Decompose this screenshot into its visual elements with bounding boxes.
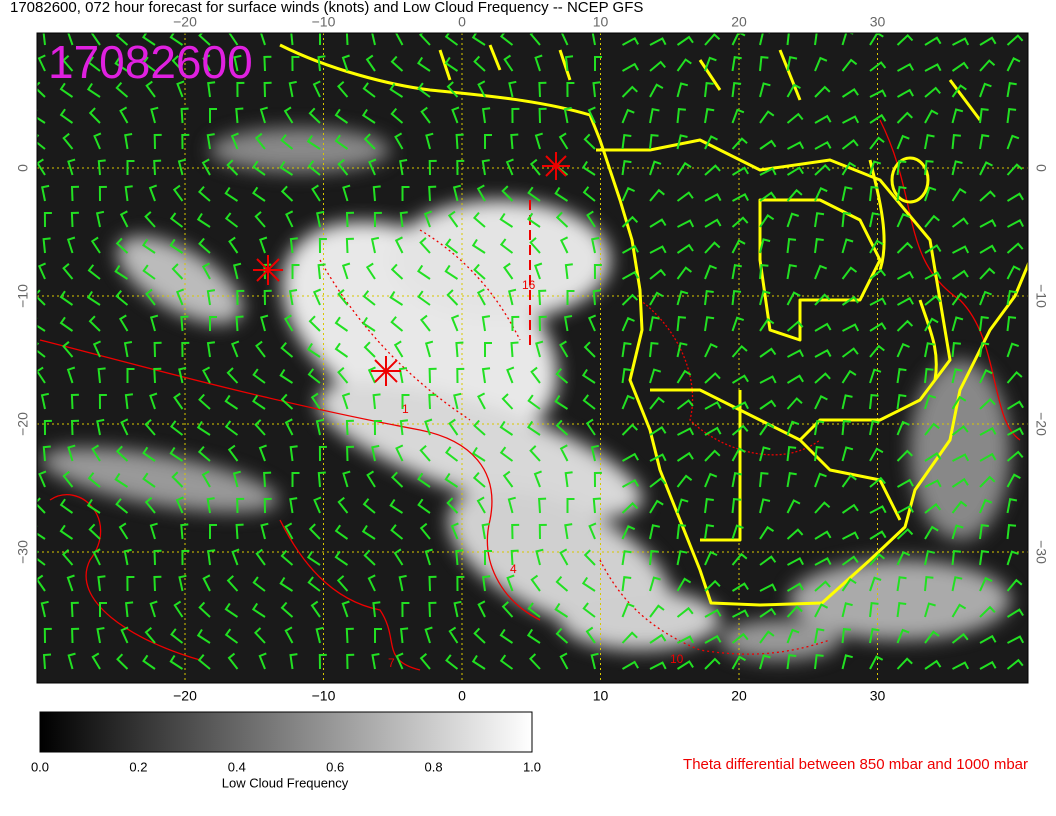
colorbar-ticks: 0.0 0.2 0.4 0.6 0.8 1.0 — [31, 759, 541, 774]
colorbar — [39, 711, 533, 753]
lon-label-bottom: −20 — [173, 688, 197, 704]
theta-contours — [39, 119, 1021, 671]
colorbar-tick-label: 0.4 — [228, 759, 246, 774]
lon-label-bottom: 20 — [731, 688, 747, 704]
date-stamp: 17082600 — [48, 36, 253, 88]
contour-label: 16 — [522, 278, 536, 292]
barb-set — [37, 33, 1025, 670]
lon-label-bottom: −10 — [312, 688, 336, 704]
lon-label-bottom: 0 — [458, 688, 466, 704]
lon-label-top: 20 — [731, 14, 747, 30]
contour-label: 1 — [402, 402, 409, 416]
lat-label-right: −10 — [1033, 284, 1049, 308]
lon-label-bottom: 10 — [593, 688, 609, 704]
colorbar-label: Low Cloud Frequency — [222, 775, 349, 790]
map: 16 10 4 7 1 17082600 — [37, 33, 1028, 683]
lon-label-top: 30 — [870, 14, 886, 30]
colorbar-tick-label: 1.0 — [523, 759, 541, 774]
colorbar-tick-label: 0.8 — [425, 759, 443, 774]
lat-label-left: −30 — [15, 540, 31, 564]
colorbar-tick-label: 0.0 — [31, 759, 49, 774]
wind-barbs — [37, 33, 1025, 670]
map-frame — [36, 32, 1029, 684]
colorbar-tick-label: 0.6 — [326, 759, 344, 774]
lat-label-left: 0 — [15, 164, 31, 172]
lon-label-top: −20 — [173, 14, 197, 30]
lon-label-top: 0 — [458, 14, 466, 30]
axis-labels: −20 −20 −10 −10 0 0 10 10 20 20 30 30 0 0 −10 −10 −20 −20… — [15, 14, 1050, 704]
contour-label: 7 — [388, 656, 395, 670]
lon-label-top: −10 — [312, 14, 336, 30]
legend-text: Theta differential between 850 mbar and … — [683, 756, 1028, 773]
contour-label: 10 — [670, 652, 684, 666]
title: 17082600, 072 hour forecast for surface … — [10, 0, 643, 16]
lat-label-left: −10 — [15, 284, 31, 308]
lon-label-bottom: 30 — [870, 688, 886, 704]
star-markers — [253, 152, 570, 386]
lat-label-right: −20 — [1033, 412, 1049, 436]
coastlines — [279, 43, 1028, 607]
colorbar-tick-label: 0.2 — [129, 759, 147, 774]
lat-label-right: 0 — [1033, 164, 1049, 172]
contour-label: 4 — [510, 562, 517, 576]
lat-label-right: −30 — [1033, 540, 1049, 564]
contour-labels: 16 10 4 7 1 — [388, 278, 684, 670]
lat-label-left: −20 — [15, 412, 31, 436]
lon-label-top: 10 — [593, 14, 609, 30]
